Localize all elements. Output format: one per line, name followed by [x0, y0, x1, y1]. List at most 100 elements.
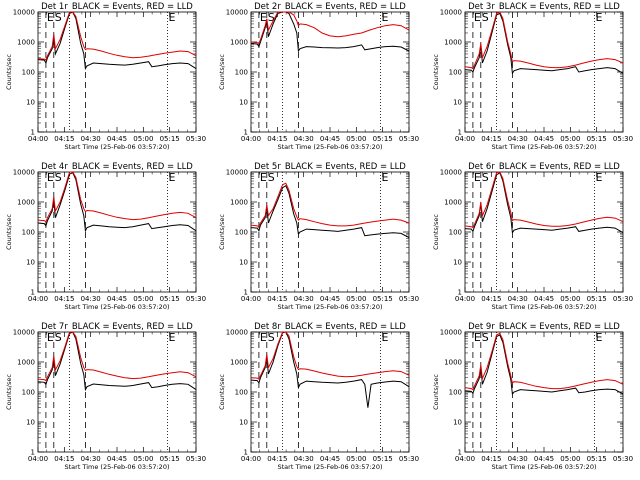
x-tick-label: 04:30 — [294, 295, 314, 303]
panel-title: Det 6r BLACK = Events, RED = LLD — [468, 162, 620, 172]
y-axis-label: Counts/sec — [432, 374, 440, 410]
x-tick-label: 05:30 — [186, 295, 206, 303]
x-axis-label: Start Time (25-Feb-06 03:57:20) — [492, 463, 597, 471]
x-tick-label: 04:30 — [81, 455, 101, 463]
x-tick-label: 05:30 — [399, 455, 419, 463]
x-tick-label: 05:00 — [346, 295, 366, 303]
x-axis-label: Start Time (25-Feb-06 03:57:20) — [278, 143, 383, 151]
series-line-lld — [37, 171, 197, 223]
y-tick-label: 1000 — [230, 39, 248, 47]
x-tick-label: 04:30 — [508, 135, 528, 143]
panel-title-suffix: BLACK = Events, RED = LLD — [72, 162, 193, 172]
marker-label: S — [55, 171, 62, 184]
panel-title-prefix: Det 8r — [254, 322, 281, 332]
x-tick-label: 05:15 — [587, 295, 607, 303]
marker-label: S — [482, 11, 489, 24]
plot-frame — [250, 331, 410, 453]
x-tick-label: 05:00 — [133, 295, 153, 303]
x-tick-label: 05:15 — [587, 135, 607, 143]
x-tick-label: 05:15 — [373, 295, 393, 303]
y-tick-label: 1 — [244, 129, 248, 137]
x-tick-label: 05:30 — [613, 295, 633, 303]
detector-panel-5: Det 5r BLACK = Events, RED = LLD 1 10 100 100… — [218, 162, 419, 311]
panel-title-suffix: BLACK = Events, RED = LLD — [499, 162, 620, 172]
y-tick-label: 1 — [244, 289, 248, 297]
y-axis-label: Counts/sec — [5, 54, 13, 90]
detector-panel-6: Det 6r BLACK = Events, RED = LLD 1 10 100 100… — [432, 162, 633, 311]
marker-label: S — [268, 331, 275, 344]
marker-label: E — [474, 331, 481, 344]
x-axis-label: Start Time (25-Feb-06 03:57:20) — [492, 303, 597, 311]
series-line-lld — [37, 331, 197, 382]
x-tick-label: 04:00 — [241, 455, 261, 463]
marker-label: E — [382, 11, 389, 24]
marker-label: E — [47, 171, 54, 184]
marker-label: E — [169, 11, 176, 24]
y-axis-label: Counts/sec — [5, 214, 13, 250]
y-tick-label: 10000 — [440, 169, 462, 177]
x-tick-label: 04:15 — [267, 135, 287, 143]
y-tick-label: 10 — [26, 259, 35, 267]
x-tick-label: 05:15 — [160, 455, 180, 463]
y-tick-label: 10 — [239, 419, 248, 427]
panel-title-suffix: BLACK = Events, RED = LLD — [72, 2, 193, 12]
y-tick-label: 10000 — [13, 329, 35, 337]
y-axis-label: Counts/sec — [218, 374, 226, 410]
x-tick-label: 05:00 — [560, 455, 580, 463]
series-line-lld — [250, 331, 410, 380]
y-tick-label: 10 — [453, 419, 462, 427]
detector-panel-7: Det 7r BLACK = Events, RED = LLD 1 10 100 100… — [5, 322, 206, 471]
y-tick-label: 1000 — [444, 359, 462, 367]
x-tick-label: 04:45 — [320, 135, 340, 143]
y-tick-label: 1000 — [230, 359, 248, 367]
y-tick-label: 10000 — [13, 169, 35, 177]
y-tick-label: 100 — [449, 69, 462, 77]
y-tick-label: 1000 — [17, 359, 35, 367]
x-tick-label: 04:45 — [107, 295, 127, 303]
x-tick-label: 04:30 — [508, 295, 528, 303]
marker-label: E — [596, 171, 603, 184]
panel-title-prefix: Det 6r — [468, 162, 495, 172]
panel-title-suffix: BLACK = Events, RED = LLD — [499, 2, 620, 12]
y-tick-label: 10000 — [440, 329, 462, 337]
y-tick-label: 10 — [453, 259, 462, 267]
x-tick-label: 05:00 — [133, 455, 153, 463]
marker-label: E — [596, 331, 603, 344]
y-tick-label: 10 — [26, 99, 35, 107]
y-tick-label: 10000 — [13, 9, 35, 17]
x-tick-label: 04:30 — [508, 455, 528, 463]
x-axis-label: Start Time (25-Feb-06 03:57:20) — [278, 463, 383, 471]
y-tick-label: 100 — [22, 69, 35, 77]
detector-panel-9: Det 9r BLACK = Events, RED = LLD 1 10 100 100… — [432, 322, 633, 471]
marker-label: S — [268, 11, 275, 24]
x-tick-label: 04:15 — [481, 455, 501, 463]
y-tick-label: 100 — [449, 229, 462, 237]
x-tick-label: 05:30 — [613, 455, 633, 463]
panel-title: Det 8r BLACK = Events, RED = LLD — [254, 322, 406, 332]
detector-panel-8: Det 8r BLACK = Events, RED = LLD 1 10 100 100… — [218, 322, 419, 471]
x-tick-label: 04:15 — [267, 295, 287, 303]
detector-panel-3: Det 3r BLACK = Events, RED = LLD 1 10 100 100… — [432, 2, 633, 151]
plot-frame — [464, 171, 624, 293]
panel-title: Det 2r BLACK = Events, RED = LLD — [254, 2, 406, 12]
x-tick-label: 04:45 — [107, 455, 127, 463]
marker-label: E — [47, 331, 54, 344]
marker-label: E — [260, 171, 267, 184]
plot-frame — [37, 331, 197, 453]
panel-title-prefix: Det 3r — [468, 2, 495, 12]
marker-label: E — [260, 11, 267, 24]
panel-title-suffix: BLACK = Events, RED = LLD — [499, 322, 620, 332]
series-line-lld — [37, 11, 197, 61]
x-tick-label: 04:15 — [54, 455, 74, 463]
x-tick-label: 05:00 — [133, 135, 153, 143]
y-tick-label: 10 — [453, 99, 462, 107]
x-tick-label: 05:30 — [399, 295, 419, 303]
plot-frame — [464, 11, 624, 133]
x-tick-label: 04:00 — [28, 295, 48, 303]
x-tick-label: 04:15 — [481, 135, 501, 143]
y-tick-label: 1 — [31, 449, 35, 457]
panel-title-prefix: Det 9r — [468, 322, 495, 332]
y-tick-label: 1000 — [17, 39, 35, 47]
x-tick-label: 04:15 — [54, 295, 74, 303]
x-tick-label: 04:00 — [241, 295, 261, 303]
